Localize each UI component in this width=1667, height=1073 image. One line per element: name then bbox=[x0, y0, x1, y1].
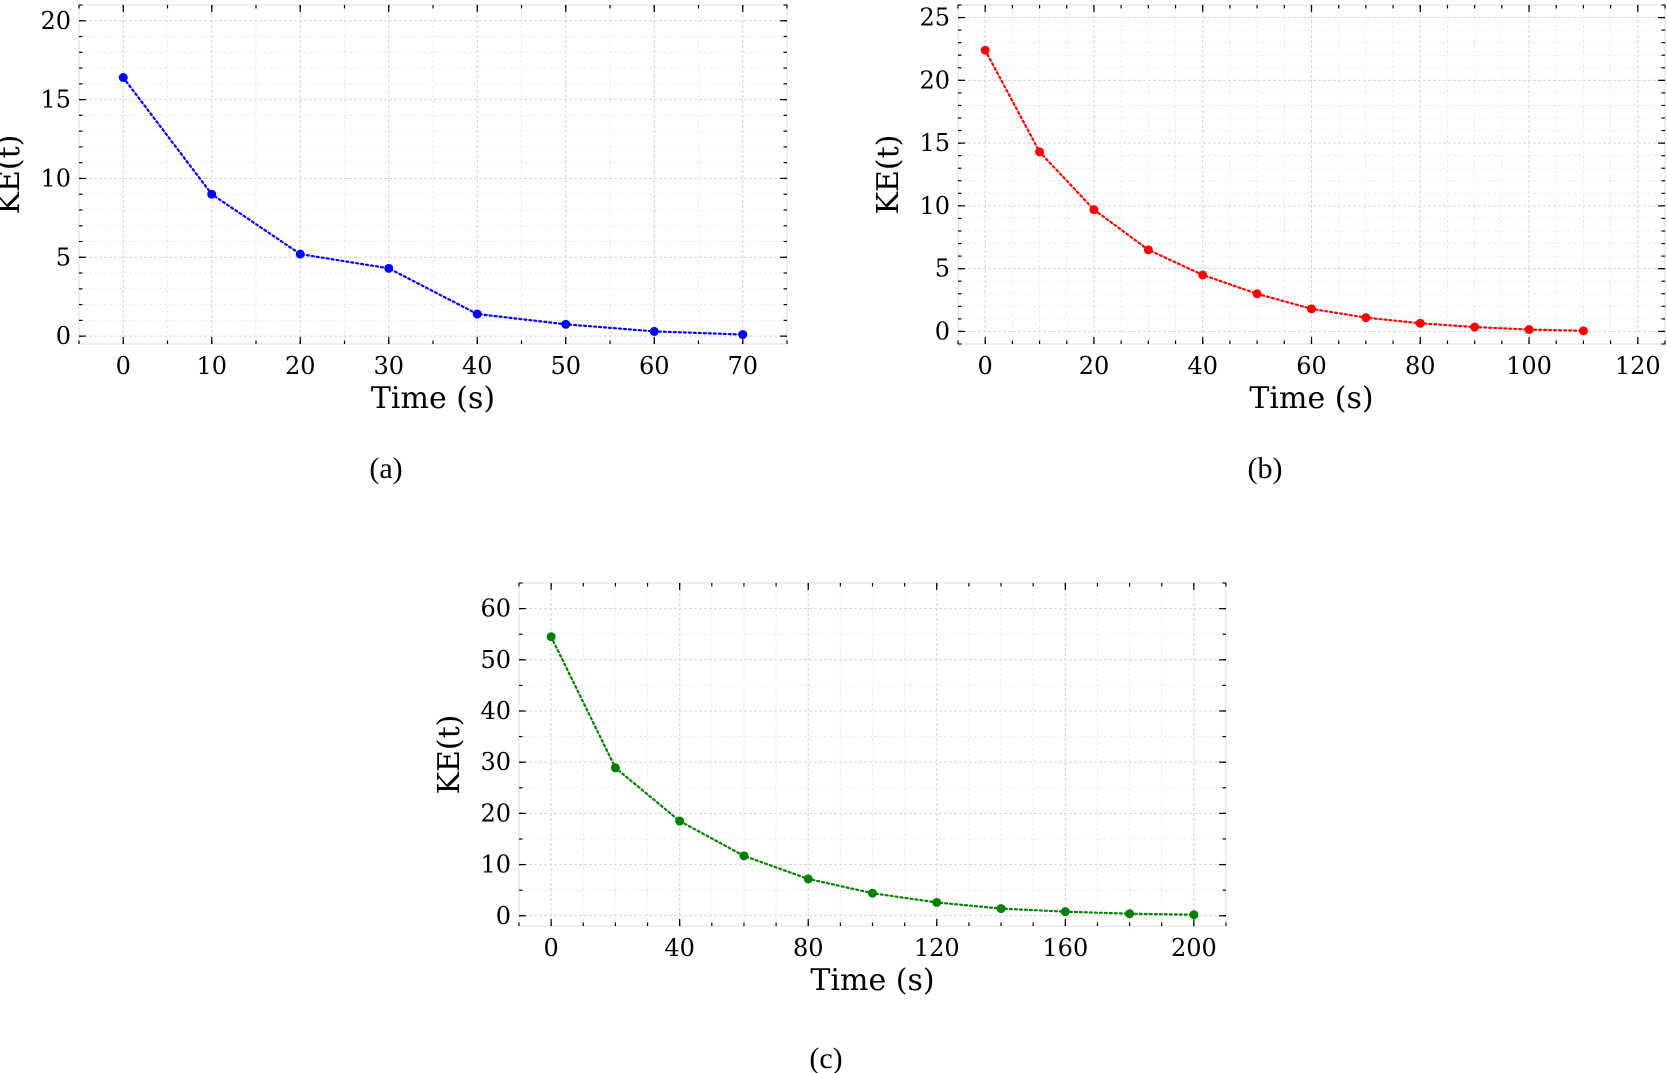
y-tick-label: 30 bbox=[480, 748, 511, 776]
y-axis-title: KE(t) bbox=[871, 135, 906, 215]
x-tick-label: 0 bbox=[543, 934, 558, 962]
x-tick-label: 60 bbox=[1296, 352, 1327, 380]
major-grid bbox=[79, 5, 787, 344]
data-point bbox=[1470, 322, 1480, 332]
figure-caption: (b) bbox=[1248, 452, 1283, 485]
data-point bbox=[1060, 907, 1070, 917]
y-tick-label: 0 bbox=[935, 317, 950, 345]
x-tick-label: 70 bbox=[727, 352, 758, 380]
x-tick-label: 30 bbox=[373, 352, 404, 380]
data-point bbox=[803, 874, 813, 884]
x-tick-label: 80 bbox=[1405, 352, 1436, 380]
chart-panel-a: 0 10 20 30 40 50 60 70 0 5 10 15 20 Time (s) KE(t) (a) bbox=[0, 0, 845, 485]
data-point bbox=[384, 263, 394, 273]
data-point bbox=[996, 904, 1006, 914]
y-tick-label: 20 bbox=[919, 66, 950, 94]
y-tick-label: 10 bbox=[40, 164, 71, 192]
data-point bbox=[1035, 147, 1045, 157]
x-tick-label: 10 bbox=[196, 352, 227, 380]
data-point bbox=[1089, 205, 1099, 215]
x-tick-label: 20 bbox=[1079, 352, 1110, 380]
x-tick-label: 120 bbox=[914, 934, 960, 962]
y-tick-label: 10 bbox=[480, 851, 511, 879]
x-tick-label: 160 bbox=[1042, 934, 1088, 962]
data-point bbox=[1361, 313, 1371, 323]
data-point bbox=[546, 632, 556, 642]
data-point bbox=[1307, 304, 1316, 314]
data-point bbox=[675, 816, 685, 826]
major-grid bbox=[958, 5, 1665, 344]
y-tick-label: 0 bbox=[56, 322, 71, 350]
y-tick-label: 20 bbox=[40, 7, 71, 35]
major-grid bbox=[519, 583, 1226, 926]
x-tick-label: 0 bbox=[116, 352, 131, 380]
y-tick-label: 60 bbox=[480, 595, 511, 623]
y-axis-title: KE(t) bbox=[0, 135, 27, 215]
chart-c: 0 40 80 120 160 200 0 10 20 30 40 50 60 Time (s) KE(t)… bbox=[432, 582, 1227, 1073]
y-axis-title: KE(t) bbox=[432, 715, 467, 795]
y-tick-label: 5 bbox=[935, 255, 950, 283]
x-tick-label: 120 bbox=[1615, 352, 1661, 380]
data-point bbox=[1578, 326, 1588, 336]
y-tick-label: 10 bbox=[919, 192, 950, 220]
data-point bbox=[980, 45, 990, 55]
data-point bbox=[1189, 910, 1199, 920]
axis-ticks bbox=[957, 4, 1666, 345]
y-tick-label: 20 bbox=[480, 799, 511, 827]
y-tick-label: 50 bbox=[480, 646, 511, 674]
data-point bbox=[932, 897, 942, 907]
minor-grid bbox=[518, 582, 1227, 926]
y-tick-label: 5 bbox=[56, 243, 71, 271]
series-line bbox=[984, 49, 1585, 332]
minor-grid bbox=[78, 4, 788, 344]
data-point bbox=[1198, 270, 1208, 280]
y-tick-label: 15 bbox=[40, 86, 71, 114]
data-point bbox=[207, 189, 217, 199]
series-line bbox=[122, 76, 744, 336]
data-point bbox=[868, 888, 877, 898]
data-point bbox=[649, 326, 659, 336]
data-point bbox=[561, 319, 571, 329]
y-tick-label: 25 bbox=[919, 4, 950, 32]
data-point bbox=[1143, 245, 1153, 255]
data-point bbox=[610, 763, 620, 773]
y-tick-label: 0 bbox=[496, 902, 511, 930]
axis-ticks bbox=[518, 582, 1227, 926]
chart-a: 0 10 20 30 40 50 60 70 0 5 10 15 20 Time (s) KE(t) (a) bbox=[0, 4, 788, 485]
chart-panel-b: 0 20 40 60 80 100 120 0 5 10 15 20 25 Time (s) KE(t) (b… bbox=[845, 0, 1667, 485]
y-tick-label: 15 bbox=[919, 129, 950, 157]
x-tick-label: 40 bbox=[1187, 352, 1218, 380]
chart-b: 0 20 40 60 80 100 120 0 5 10 15 20 25 Time (s) KE(t) (b… bbox=[871, 4, 1666, 485]
x-tick-label: 40 bbox=[462, 352, 493, 380]
data-point bbox=[1125, 909, 1135, 919]
x-axis-title: Time (s) bbox=[371, 381, 495, 416]
figure-caption: (c) bbox=[809, 1042, 842, 1073]
x-tick-label: 50 bbox=[550, 352, 581, 380]
axis-ticks bbox=[78, 4, 788, 344]
x-tick-label: 80 bbox=[793, 934, 824, 962]
x-tick-label: 200 bbox=[1171, 934, 1217, 962]
x-tick-label: 60 bbox=[639, 352, 670, 380]
data-point bbox=[1524, 325, 1534, 335]
x-axis-title: Time (s) bbox=[1249, 381, 1373, 416]
chart-panel-c: 0 40 80 120 160 200 0 10 20 30 40 50 60 Time (s) KE(t)… bbox=[380, 560, 1260, 1073]
data-point bbox=[472, 309, 482, 319]
x-tick-label: 40 bbox=[664, 934, 695, 962]
x-tick-label: 20 bbox=[285, 352, 316, 380]
y-tick-label: 40 bbox=[480, 697, 511, 725]
data-point bbox=[295, 249, 305, 259]
data-point bbox=[739, 851, 749, 861]
data-point bbox=[738, 330, 748, 340]
data-point bbox=[118, 73, 128, 83]
data-point bbox=[1415, 318, 1425, 328]
figure-caption: (a) bbox=[369, 452, 402, 485]
x-axis-title: Time (s) bbox=[810, 963, 934, 998]
x-tick-label: 100 bbox=[1506, 352, 1552, 380]
data-point bbox=[1252, 289, 1262, 299]
x-tick-label: 0 bbox=[978, 352, 993, 380]
